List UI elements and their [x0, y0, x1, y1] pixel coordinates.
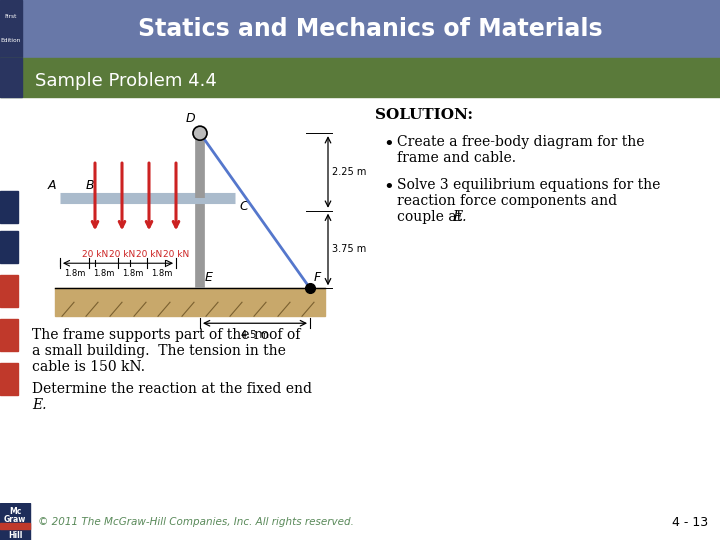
Text: Solve 3 equilibrium equations for the: Solve 3 equilibrium equations for the [397, 178, 660, 192]
Text: F: F [314, 271, 321, 284]
Bar [0, 231, 18, 263]
Bar [0, 503, 30, 540]
Bar [0, 58, 22, 97]
Text: Statics and Mechanics of Materials: Statics and Mechanics of Materials [138, 17, 603, 41]
Text: SOLUTION:: SOLUTION: [375, 108, 473, 122]
Text: 20 kN: 20 kN [82, 250, 108, 259]
Text: 1.8m: 1.8m [93, 269, 114, 278]
Text: Sample Problem 4.4: Sample Problem 4.4 [35, 72, 217, 90]
Text: Hill: Hill [8, 530, 22, 539]
Text: 1.8m: 1.8m [150, 269, 172, 278]
Text: D: D [185, 112, 195, 125]
Text: Mc: Mc [9, 507, 21, 516]
Text: 20 kN: 20 kN [136, 250, 162, 259]
Text: 1.8m: 1.8m [64, 269, 85, 278]
Text: The frame supports part of the roof of: The frame supports part of the roof of [32, 328, 300, 342]
Text: Create a free-body diagram for the: Create a free-body diagram for the [397, 135, 644, 149]
Text: 4.5 m: 4.5 m [241, 330, 269, 340]
Text: B: B [86, 179, 94, 192]
Bar [0, 363, 18, 395]
Text: a small building.  The tension in the: a small building. The tension in the [32, 344, 286, 358]
Bar [55, 288, 325, 316]
Text: 4 - 13: 4 - 13 [672, 516, 708, 529]
Bar [0, 191, 18, 223]
Text: frame and cable.: frame and cable. [397, 151, 516, 165]
Circle shape [193, 126, 207, 140]
Text: First: First [4, 14, 17, 19]
Bar [0, 319, 18, 351]
Text: E.: E. [32, 399, 47, 412]
Text: couple at: couple at [397, 210, 467, 224]
Bar [0, 523, 30, 529]
Text: E.: E. [452, 210, 467, 224]
Text: © 2011 The McGraw-Hill Companies, Inc. All rights reserved.: © 2011 The McGraw-Hill Companies, Inc. A… [38, 517, 354, 527]
Text: •: • [383, 178, 394, 196]
Text: 20 kN: 20 kN [109, 250, 135, 259]
Text: Graw: Graw [4, 515, 26, 524]
Text: 20 kN: 20 kN [163, 250, 189, 259]
Text: Determine the reaction at the fixed end: Determine the reaction at the fixed end [32, 382, 312, 396]
Text: Edition: Edition [1, 38, 21, 43]
Text: A: A [48, 179, 56, 192]
Text: 3.75 m: 3.75 m [332, 245, 366, 254]
Text: •: • [383, 135, 394, 153]
Text: 2.25 m: 2.25 m [332, 167, 366, 177]
Text: reaction force components and: reaction force components and [397, 194, 617, 208]
Bar [0, 275, 18, 307]
Text: cable is 150 kN.: cable is 150 kN. [32, 360, 145, 374]
Bar [0, 0, 22, 58]
Text: E: E [205, 271, 213, 284]
Text: C: C [239, 200, 248, 213]
Text: 1.8m: 1.8m [122, 269, 143, 278]
